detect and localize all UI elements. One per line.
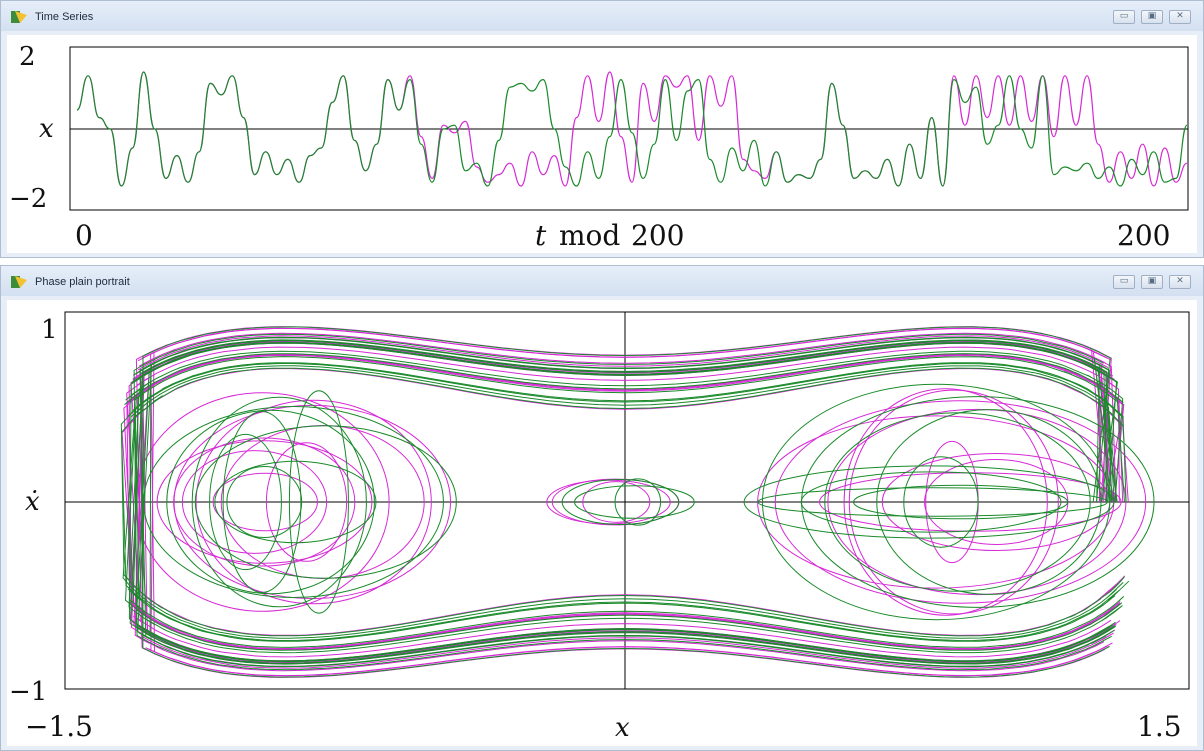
maximize-button[interactable]: ▣ xyxy=(1141,275,1163,289)
y-axis-label: x xyxy=(39,114,54,144)
orbit-center xyxy=(614,478,662,526)
x-axis-label-t: t xyxy=(535,219,547,252)
orbit-inner xyxy=(209,433,282,571)
time-series-lines xyxy=(76,71,1188,187)
x-axis-label-n: 200 xyxy=(631,219,684,252)
orbit-inner xyxy=(226,466,303,538)
x-tick-right: 1.5 xyxy=(1137,710,1182,743)
orbit-outer xyxy=(137,335,1114,669)
minimize-button[interactable]: ▭ xyxy=(1113,275,1135,289)
orbit-inner xyxy=(212,472,318,532)
minimize-button[interactable]: ▭ xyxy=(1113,10,1135,24)
close-button[interactable]: ✕ xyxy=(1169,10,1191,24)
y-axis-label: ẋ xyxy=(25,487,40,517)
phase-portrait-titlebar[interactable]: Phase plain portrait ▭ ▣ ✕ xyxy=(1,266,1203,296)
orbit-inner xyxy=(757,487,1109,517)
orbit-inner xyxy=(214,460,377,544)
time-series-canvas: 2 x −2 0 t mod 200 200 xyxy=(7,35,1197,253)
orbit-outer xyxy=(133,333,1112,671)
time-series-window: Time Series ▭ ▣ ✕ 2 x −2 0 t mod 200 200 xyxy=(0,0,1204,258)
y-tick-top: 1 xyxy=(41,315,58,345)
orbit-inner xyxy=(194,425,457,579)
phase-portrait-window: Phase plain portrait ▭ ▣ ✕ 1 ẋ −1 −1.5 x… xyxy=(0,265,1204,751)
phase-portrait-chart: 1 ẋ −1 −1.5 x 1.5 xyxy=(9,311,1190,743)
orbit-outer xyxy=(126,346,1120,658)
orbit-inner xyxy=(774,400,1147,604)
orbit-outer xyxy=(142,326,1111,678)
orbit-inner xyxy=(903,456,979,548)
orbit-inner xyxy=(265,442,348,562)
phase-orbits xyxy=(120,326,1155,678)
app-icon xyxy=(11,276,27,288)
orbit-outer xyxy=(128,342,1118,662)
orbit-outer xyxy=(125,350,1124,654)
orbit-outer xyxy=(120,362,1124,642)
orbit-inner xyxy=(143,406,444,598)
orbit-inner xyxy=(843,388,1048,616)
x-tick-left: −1.5 xyxy=(25,710,93,743)
close-button[interactable]: ✕ xyxy=(1169,275,1191,289)
orbit-inner xyxy=(156,440,373,564)
orbit-center xyxy=(582,481,651,523)
orbit-inner xyxy=(181,450,328,554)
orbit-inner xyxy=(191,396,367,608)
orbit-inner xyxy=(800,471,1062,533)
maximize-button[interactable]: ▣ xyxy=(1141,10,1163,24)
orbit-inner xyxy=(173,437,356,567)
orbit-inner xyxy=(743,465,1115,539)
orbit-outer xyxy=(124,353,1125,651)
orbit-outer xyxy=(141,327,1112,677)
orbit-outer xyxy=(138,340,1116,664)
orbit-inner xyxy=(876,409,1102,595)
time-series-titlebar[interactable]: Time Series ▭ ▣ ✕ xyxy=(1,1,1203,31)
orbit-outer xyxy=(130,356,1125,648)
orbit-center xyxy=(573,485,695,519)
orbit-inner xyxy=(762,383,1111,621)
y-tick-top: 2 xyxy=(19,42,36,72)
orbit-outer xyxy=(126,354,1125,650)
series-line-green xyxy=(76,71,1188,187)
orbit-inner xyxy=(288,390,349,614)
app-icon xyxy=(11,11,27,23)
y-tick-bottom: −2 xyxy=(9,184,47,214)
orbit-inner xyxy=(853,484,1069,520)
orbit-inner xyxy=(222,411,302,593)
x-axis-label: x xyxy=(615,713,630,743)
x-tick-right: 200 xyxy=(1117,219,1170,252)
orbit-inner xyxy=(824,412,1091,592)
x-axis-label-mod: mod xyxy=(559,219,620,252)
orbit-center xyxy=(561,479,680,525)
orbit-outer xyxy=(131,341,1118,663)
window-title: Phase plain portrait xyxy=(35,276,130,288)
orbit-outer xyxy=(138,336,1110,668)
window-title: Time Series xyxy=(35,11,94,23)
x-tick-left: 0 xyxy=(75,219,93,252)
orbit-outer xyxy=(123,354,1125,650)
orbit-inner xyxy=(166,409,375,595)
orbit-outer xyxy=(122,365,1124,639)
phase-portrait-canvas: 1 ẋ −1 −1.5 x 1.5 xyxy=(7,300,1197,746)
time-series-chart: 2 x −2 0 t mod 200 200 xyxy=(9,42,1189,252)
orbit-inner xyxy=(195,399,432,605)
y-tick-bottom: −1 xyxy=(9,677,47,707)
orbit-inner xyxy=(848,389,1059,615)
